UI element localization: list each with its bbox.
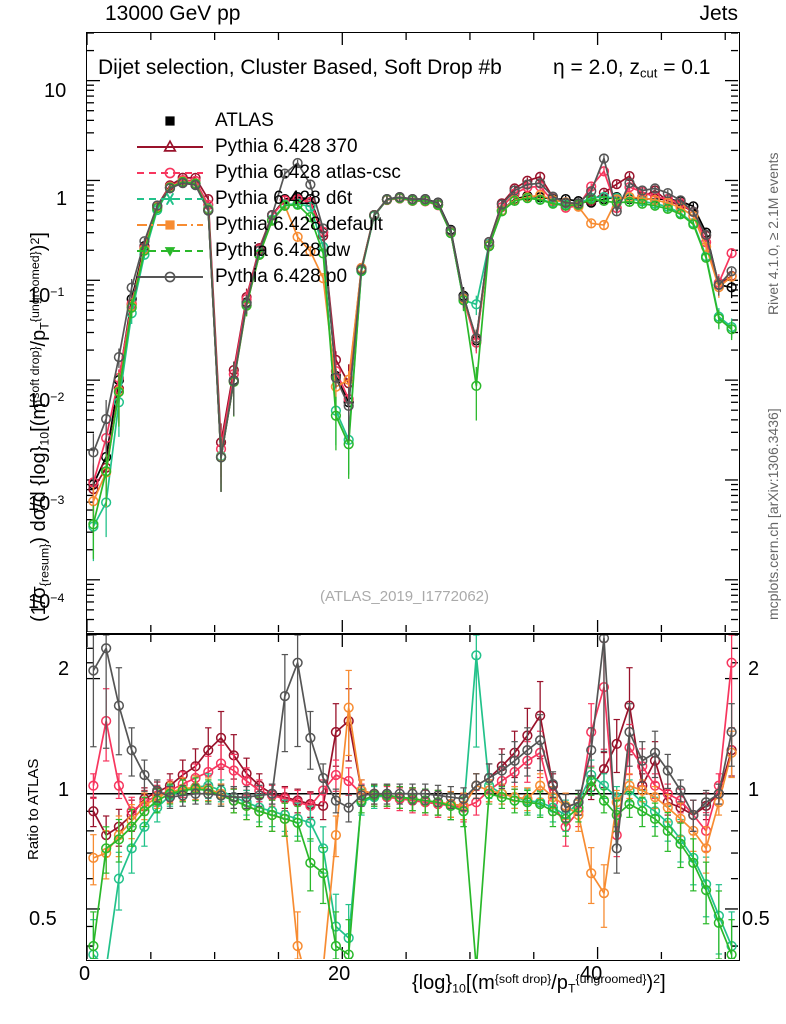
legend-item-4[interactable]: Pythia 6.428 default (137, 212, 401, 238)
plot-title-part-a: Dijet selection, Cluster Based, Soft Dro… (98, 56, 502, 79)
legend-item-5[interactable]: Pythia 6.428 dw (137, 238, 401, 264)
y-tick-1em2: 10−2 (28, 389, 65, 412)
main-plot-canvas (87, 33, 738, 632)
legend-key-default (137, 214, 203, 236)
legend-key-atlas (137, 110, 203, 132)
legend-item-6[interactable]: Pythia 6.428 p0 (137, 264, 401, 290)
legend-key-d6t (137, 188, 203, 210)
x-tick-0: 0 (79, 963, 91, 985)
y-tick-1em3: 10−3 (28, 492, 65, 515)
header-beam-label: 13000 GeV pp (105, 2, 241, 25)
x-tick-40: 40 (580, 963, 603, 985)
plot-title-zcut-val: = 0.1 (657, 56, 711, 79)
ratio-plot-panel (86, 634, 740, 961)
legend-label-1: Pythia 6.428 370 (215, 136, 358, 157)
legend-item-1[interactable]: Pythia 6.428 370 (137, 134, 401, 160)
analysis-id-watermark: (ATLAS_2019_I1772062) (320, 588, 490, 605)
header-category-label: Jets (699, 2, 738, 25)
ratio-series-pythia-6.428-atlas-csc (88, 635, 737, 858)
mcplots-caption: mcplots.cern.ch [arXiv:1306.3436] (765, 408, 781, 620)
legend-label-6: Pythia 6.428 p0 (215, 266, 348, 287)
x-axis-label: {log}10[(m{soft drop}/pT{ungroomed})2] (412, 971, 666, 996)
ratio-tick-2-left: 2 (58, 658, 70, 680)
legend-label-4: Pythia 6.428 default (215, 214, 383, 235)
ratio-axis-label: Ratio to ATLAS (25, 758, 42, 860)
plot-title-zcut-sub: cut (639, 65, 658, 81)
ratio-tick-2-right: 2 (748, 658, 760, 680)
legend-key-p0 (137, 266, 203, 288)
ratio-tick-1-left: 1 (58, 779, 70, 801)
rivet-version-caption: Rivet 4.1.0, ≥ 2.1M events (765, 152, 781, 315)
y-tick-1: 1 (56, 188, 68, 210)
y-tick-1em4: 10−4 (28, 590, 65, 613)
ratio-plot-canvas (87, 635, 738, 959)
legend-key-dw (137, 240, 203, 262)
legend-item-0[interactable]: ATLAS (137, 108, 401, 134)
legend-item-3[interactable]: Pythia 6.428 d6t (137, 186, 401, 212)
x-tick-20: 20 (328, 963, 351, 985)
ratio-tick-05-left: 0.5 (29, 908, 57, 930)
legend-item-2[interactable]: Pythia 6.428 atlas-csc (137, 160, 401, 186)
plot-title-part-b: η = 2.0, zcut = 0.1 (553, 56, 711, 80)
legend-label-3: Pythia 6.428 d6t (215, 188, 353, 209)
legend-label-2: Pythia 6.428 atlas-csc (215, 162, 401, 183)
plot-title-eta: η = 2.0, z (553, 56, 640, 79)
y-tick-10: 10 (44, 80, 67, 102)
ratio-tick-1-right: 1 (748, 779, 760, 801)
legend-label-5: Pythia 6.428 dw (215, 240, 351, 261)
main-plot-panel (86, 32, 740, 634)
y-tick-1em1: 10−1 (28, 284, 65, 307)
legend-key-370 (137, 136, 203, 158)
legend-label-0: ATLAS (215, 110, 274, 131)
legend: ATLAS Pythia 6.428 370 Pythia 6.428 atlas-… (137, 108, 401, 290)
ratio-series-pythia-6.428-p0 (88, 635, 737, 874)
legend-key-atlas-csc (137, 162, 203, 184)
ratio-tick-05-right: 0.5 (742, 908, 770, 930)
series-pythia-6.428-p0 (88, 153, 737, 493)
